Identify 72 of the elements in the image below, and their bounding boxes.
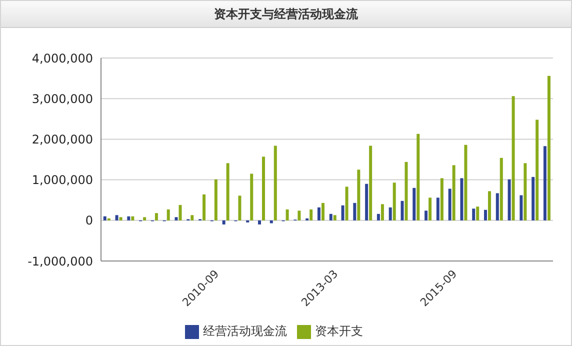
bar: [424, 210, 428, 220]
bar: [404, 162, 408, 220]
legend-label: 经营活动现金流: [203, 324, 287, 338]
bar: [262, 156, 266, 220]
bar: [119, 217, 122, 220]
bar: [286, 209, 289, 220]
y-tick-label: -1,000,000: [28, 254, 93, 268]
bar: [520, 195, 523, 220]
bar: [460, 178, 464, 220]
bar: [274, 146, 277, 220]
y-tick-label: 0: [85, 214, 93, 228]
bar: [547, 76, 550, 220]
bar: [452, 165, 456, 220]
bar: [400, 200, 404, 220]
bar: [258, 220, 262, 224]
bar: [464, 144, 468, 220]
bar: [333, 215, 336, 220]
bar: [174, 217, 178, 220]
bar: [127, 216, 130, 220]
bar: [448, 188, 452, 220]
bar: [202, 194, 206, 220]
bar: [484, 210, 488, 220]
bar: [103, 216, 106, 220]
bar: [166, 209, 170, 220]
bar: [317, 207, 320, 220]
bar: [512, 96, 515, 220]
chart-title: 资本开支与经营活动现金流: [1, 1, 571, 28]
bar: [154, 213, 158, 220]
bar: [321, 202, 324, 220]
bar: [436, 198, 440, 220]
bar: [500, 158, 503, 220]
bar: [369, 146, 372, 220]
bar: [178, 204, 182, 220]
y-tick-label: 2,000,000: [32, 132, 93, 146]
bar: [222, 220, 226, 224]
legend-label: 资本开支: [315, 324, 363, 338]
bar: [508, 179, 511, 220]
bar: [329, 214, 332, 220]
bar: [365, 184, 368, 220]
y-tick-label: 3,000,000: [32, 92, 93, 106]
y-tick-label: 4,000,000: [32, 51, 93, 66]
bar: [341, 205, 344, 220]
bar: [496, 193, 499, 220]
bar: [190, 215, 194, 220]
bar: [488, 191, 492, 220]
bar: [214, 179, 218, 220]
bar: [476, 206, 480, 220]
bar: [388, 207, 392, 220]
bar: [536, 120, 539, 220]
bar: [472, 208, 476, 220]
bar: [226, 163, 230, 220]
bar: [238, 196, 242, 220]
bar: [428, 198, 432, 220]
bar: [353, 202, 356, 220]
bar: [345, 186, 348, 220]
bar: [380, 204, 384, 220]
bar: [250, 174, 254, 220]
y-tick-label: 1,000,000: [32, 173, 93, 188]
bar: [298, 210, 301, 220]
bar: [412, 188, 416, 220]
bar: [440, 178, 444, 220]
bar: [543, 146, 546, 220]
bar: [416, 134, 420, 220]
bar: [310, 209, 313, 220]
bar: [392, 182, 396, 220]
bar: [524, 163, 527, 220]
bar: [131, 216, 134, 220]
bar: [143, 217, 146, 220]
bar: [357, 170, 360, 220]
bar: [376, 214, 380, 220]
bar: [115, 215, 118, 220]
bar: [532, 176, 535, 220]
